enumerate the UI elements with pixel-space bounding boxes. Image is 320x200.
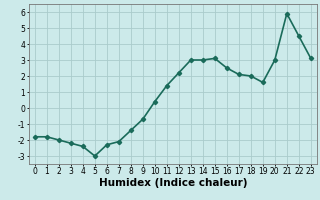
X-axis label: Humidex (Indice chaleur): Humidex (Indice chaleur) — [99, 178, 247, 188]
